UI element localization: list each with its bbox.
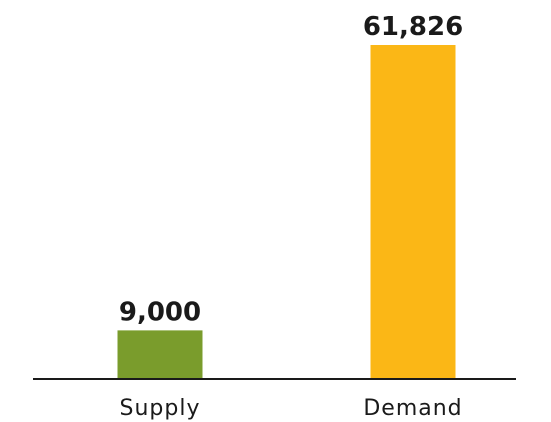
bars-layer (117, 45, 456, 379)
labels-layer: 9,000 Supply 61,826 Demand (119, 12, 463, 421)
bar-supply (117, 330, 203, 379)
data-label-supply: 9,000 (119, 297, 201, 327)
data-label-demand: 61,826 (363, 12, 463, 42)
x-tick-label-supply: Supply (120, 396, 201, 421)
x-tick-label-demand: Demand (363, 396, 462, 421)
bar-demand (370, 45, 456, 379)
